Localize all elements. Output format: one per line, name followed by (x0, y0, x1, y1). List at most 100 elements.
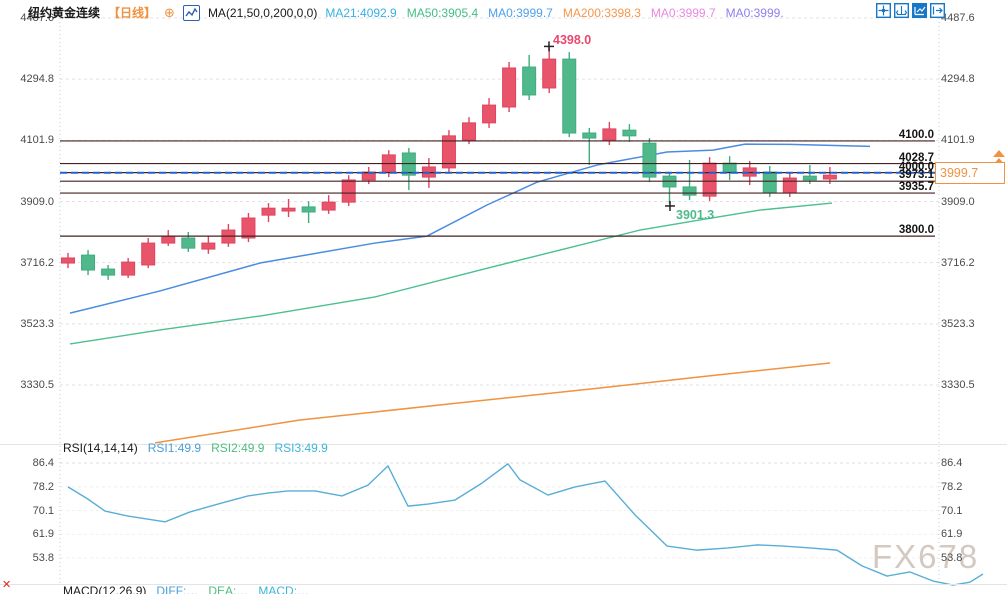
rsi-axis-label-left: 78.2 (32, 480, 54, 493)
rsi-values: RSI1:49.9 RSI2:49.9 RSI3:49.9 (148, 441, 328, 455)
price-axis-label-left: 3909.0 (20, 195, 54, 208)
rsi-value-label: RSI2:49.9 (211, 441, 265, 455)
candle (502, 67, 517, 108)
ma-value-label: MA50:3905.4 (406, 5, 479, 20)
panel-divider-2 (0, 584, 1007, 585)
macd-settings-label: MACD(12,26,9) (63, 584, 147, 594)
ma-values: MA21:4092.9 MA50:3905.4 MA0:3999.7 MA200:33… (325, 6, 783, 20)
axis-drag-icon[interactable] (893, 2, 910, 19)
rsi-header: RSI(14,14,14) RSI1:49.9 RSI2:49.9 RSI3:49.… (63, 441, 328, 455)
ma-value-label: MA0:3999. (725, 5, 784, 20)
level-line-label: 3935.7 (898, 181, 934, 194)
rsi-axis-label-left: 70.1 (32, 504, 54, 517)
macd-value-label: MACD:… (258, 584, 310, 594)
axis-scale-icon[interactable] (911, 2, 928, 19)
candle (802, 175, 817, 181)
candle (562, 58, 577, 134)
candle (522, 66, 537, 96)
ma-settings-label: MA(21,50,0,200,0,0) (207, 5, 318, 20)
candle (281, 207, 296, 212)
ma-value-label: MA200:3398.3 (562, 5, 641, 20)
period-selector[interactable]: 【日线】 (108, 6, 157, 20)
candle (441, 135, 456, 169)
exit-chart-icon[interactable] (929, 2, 946, 19)
ma-value-label: MA0:3999.7 (488, 5, 553, 20)
level-line-label: 4100.0 (898, 128, 934, 141)
candle (241, 217, 256, 239)
candle (201, 242, 216, 250)
candle (762, 171, 777, 194)
candle (261, 207, 276, 216)
candle (482, 104, 497, 124)
rsi-axis-label-left: 86.4 (32, 457, 54, 469)
panel-divider (0, 444, 1007, 445)
rsi-axis-label-left: 61.9 (32, 528, 54, 541)
price-axis-label-left: 3523.3 (20, 317, 54, 330)
macd-value-label: DIFF:… (156, 584, 199, 594)
fx678-watermark: FX678 (872, 538, 980, 575)
price-axis-label-right: 3716.2 (941, 256, 975, 269)
candle (301, 206, 316, 213)
price-axis-label-right: 3523.3 (941, 317, 975, 330)
candle (822, 174, 837, 180)
candle (321, 201, 336, 211)
symbol-title: 纽约黄金连续 (28, 6, 101, 20)
price-axis-label-left: 3330.5 (20, 379, 54, 391)
candle (181, 237, 196, 249)
price-axis-label-right: 3330.5 (941, 379, 975, 391)
draw-tool-icon[interactable]: ✕ (2, 579, 12, 591)
candle (101, 268, 116, 276)
rsi-value-label: RSI3:49.9 (274, 441, 328, 455)
candle (141, 242, 156, 266)
candle (702, 162, 717, 197)
candle (642, 142, 657, 178)
ma-value-label: MA21:4092.9 (325, 5, 397, 20)
rsi-axis-label-left: 53.8 (32, 552, 54, 564)
candle (722, 162, 737, 173)
price-axis-label-right: 3909.0 (941, 195, 975, 208)
candle (542, 58, 557, 89)
chart-toolbar (875, 2, 946, 19)
price-axis-label-right: 4101.9 (941, 134, 975, 147)
high-price-annotation: 4398.0 (553, 33, 592, 48)
rsi-value-label: RSI1:49.9 (147, 441, 202, 455)
rsi-axis-label-right: 70.1 (941, 504, 963, 517)
level-line-label: 4000.0 (898, 160, 934, 173)
candlestick-style-icon[interactable] (182, 4, 200, 21)
level-line-label: 3973.1 (898, 169, 934, 182)
candle (462, 122, 476, 141)
low-price-annotation: 3901.3 (676, 207, 715, 222)
price-axis-label-left: 4294.8 (20, 73, 54, 86)
candle (582, 132, 597, 139)
add-indicator-icon[interactable]: ⊕ (164, 4, 175, 20)
candle (161, 235, 176, 244)
ma-value-label: MA0:3999.7 (650, 5, 716, 20)
rsi-settings-label: RSI(14,14,14) (63, 441, 138, 455)
candle (341, 179, 356, 203)
level-line-label: 4028.7 (898, 151, 934, 164)
macd-values: DIFF:… DEA:… MACD:… (156, 584, 309, 594)
candle (622, 129, 637, 137)
price-axis-label-left: 3716.2 (20, 256, 54, 269)
rsi-axis-label-right: 53.8 (941, 552, 963, 564)
candle (81, 254, 96, 271)
last-price-tag: 3999.7 (935, 161, 1005, 184)
rsi-axis-label-right: 61.9 (941, 528, 963, 541)
rsi-axis-label-right: 86.4 (941, 457, 963, 469)
rsi-axis-label-right: 78.2 (941, 480, 963, 493)
macd-value-label: DEA:… (208, 584, 249, 594)
candle (602, 128, 617, 141)
price-axis-label-right: 4487.6 (941, 12, 975, 24)
candle (682, 186, 697, 196)
candle (121, 261, 136, 276)
price-axis-label-left: 4487.6 (20, 12, 54, 24)
candle (782, 177, 797, 194)
crosshair-icon[interactable] (875, 2, 892, 19)
macd-header-clipped: MACD(12,26,9) DIFF:… DEA:… MACD:… (63, 584, 309, 594)
level-line-label: 3800.0 (898, 224, 934, 237)
chart-header: 纽约黄金连续 【日线】 ⊕ MA(21,50,0,200,0,0) MA21:4… (28, 4, 784, 21)
candle (61, 257, 75, 264)
price-axis-label-right: 4294.8 (941, 73, 975, 86)
price-axis-label-left: 4101.9 (20, 134, 54, 147)
